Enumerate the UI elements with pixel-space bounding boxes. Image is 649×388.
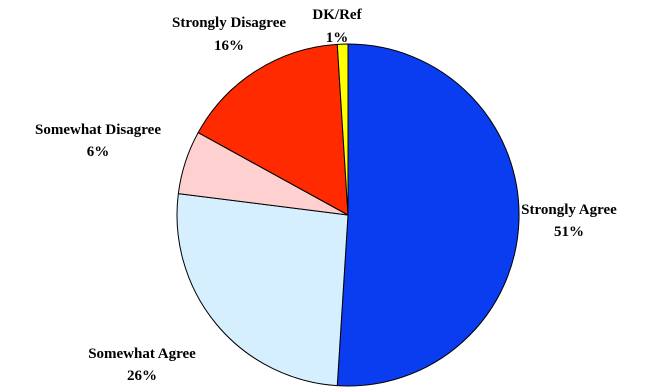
- slice-somewhat-agree: [176, 193, 349, 387]
- slice-value-strongly-disagree: 16%: [214, 38, 244, 54]
- slice-dk-ref: [336, 43, 349, 216]
- slices-group: [176, 43, 520, 387]
- slice-strongly-disagree: [197, 43, 349, 216]
- slice-value-strongly-agree: 51%: [554, 224, 584, 240]
- slice-value-somewhat-disagree: 6%: [87, 144, 110, 160]
- slice-label-dk-ref: DK/Ref: [312, 7, 362, 23]
- slice-label-strongly-disagree: Strongly Disagree: [172, 15, 286, 31]
- labels-group: Strongly Agree 51% Somewhat Agree 26% Somewh…: [35, 7, 617, 384]
- slice-value-dk-ref: 1%: [326, 30, 349, 46]
- slice-strongly-agree: [336, 43, 520, 387]
- slice-value-somewhat-agree: 26%: [127, 368, 157, 384]
- slice-label-strongly-agree: Strongly Agree: [521, 202, 617, 218]
- slice-label-somewhat-disagree: Somewhat Disagree: [35, 122, 161, 138]
- slice-label-somewhat-agree: Somewhat Agree: [88, 346, 196, 362]
